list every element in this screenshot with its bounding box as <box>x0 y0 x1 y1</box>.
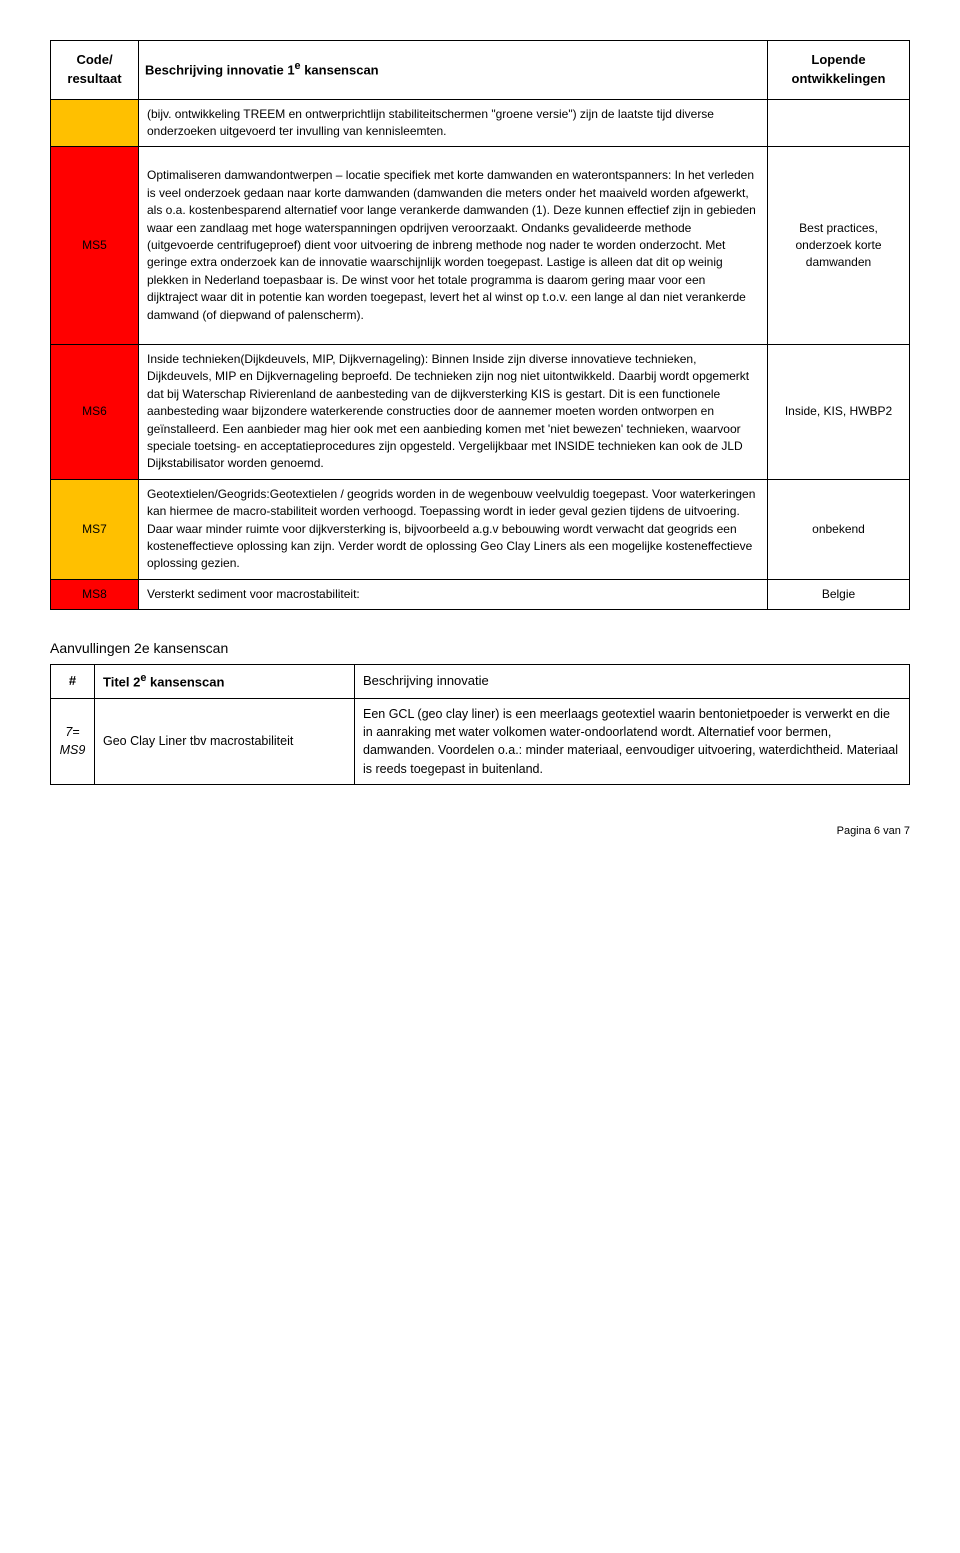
table2-header-row: # Titel 2e kansenscan Beschrijving innov… <box>51 665 910 699</box>
code-cell: MS8 <box>51 579 139 609</box>
header-desc-tail: kansenscan <box>301 63 379 78</box>
code-cell: MS6 <box>51 344 139 479</box>
section-2-title: Aanvullingen 2e kansenscan <box>50 640 910 656</box>
addendum-table: # Titel 2e kansenscan Beschrijving innov… <box>50 664 910 785</box>
header-code: Code/ resultaat <box>51 41 139 100</box>
table-row: MS7Geotextielen/Geogrids:Geotextielen / … <box>51 479 910 579</box>
num-cell: 7=MS9 <box>51 699 95 785</box>
description-cell: Optimaliseren damwandontwerpen – locatie… <box>139 147 768 345</box>
desc2-cell: Een GCL (geo clay liner) is een meerlaag… <box>355 699 910 785</box>
header-title2: Titel 2e kansenscan <box>95 665 355 699</box>
table-row: MS6Inside technieken(Dijkdeuvels, MIP, D… <box>51 344 910 479</box>
table-row: (bijv. ontwikkeling TREEM en ontwerprich… <box>51 99 910 147</box>
header-description: Beschrijving innovatie 1e kansenscan <box>139 41 768 100</box>
development-cell: Inside, KIS, HWBP2 <box>768 344 910 479</box>
header-title2-pre: Titel 2 <box>103 674 140 689</box>
table-header-row: Code/ resultaat Beschrijving innovatie 1… <box>51 41 910 100</box>
header-desc-pre: Beschrijving innovatie 1 <box>145 63 295 78</box>
code-cell <box>51 99 139 147</box>
code-cell: MS7 <box>51 479 139 579</box>
innovation-table: Code/ resultaat Beschrijving innovatie 1… <box>50 40 910 610</box>
description-cell: Inside technieken(Dijkdeuvels, MIP, Dijk… <box>139 344 768 479</box>
development-cell: onbekend <box>768 479 910 579</box>
development-cell: Best practices, onderzoek korte damwande… <box>768 147 910 345</box>
header-num: # <box>51 665 95 699</box>
description-cell: (bijv. ontwikkeling TREEM en ontwerprich… <box>139 99 768 147</box>
description-cell: Geotextielen/Geogrids:Geotextielen / geo… <box>139 479 768 579</box>
header-dev-line2: ontwikkelingen <box>792 71 886 86</box>
description-cell: Versterkt sediment voor macrostabiliteit… <box>139 579 768 609</box>
table2-row: 7=MS9Geo Clay Liner tbv macrostabiliteit… <box>51 699 910 785</box>
title-cell: Geo Clay Liner tbv macrostabiliteit <box>95 699 355 785</box>
header-dev-line1: Lopende <box>811 52 865 67</box>
header-developments: Lopende ontwikkelingen <box>768 41 910 100</box>
table-row: MS5Optimaliseren damwandontwerpen – loca… <box>51 147 910 345</box>
header-desc2: Beschrijving innovatie <box>355 665 910 699</box>
page-footer: Pagina 6 van 7 <box>50 825 910 837</box>
header-code-line1: Code/ <box>76 52 112 67</box>
header-title2-tail: kansenscan <box>146 674 224 689</box>
development-cell: Belgie <box>768 579 910 609</box>
header-code-line2: resultaat <box>67 71 121 86</box>
development-cell <box>768 99 910 147</box>
code-cell: MS5 <box>51 147 139 345</box>
table-row: MS8Versterkt sediment voor macrostabilit… <box>51 579 910 609</box>
